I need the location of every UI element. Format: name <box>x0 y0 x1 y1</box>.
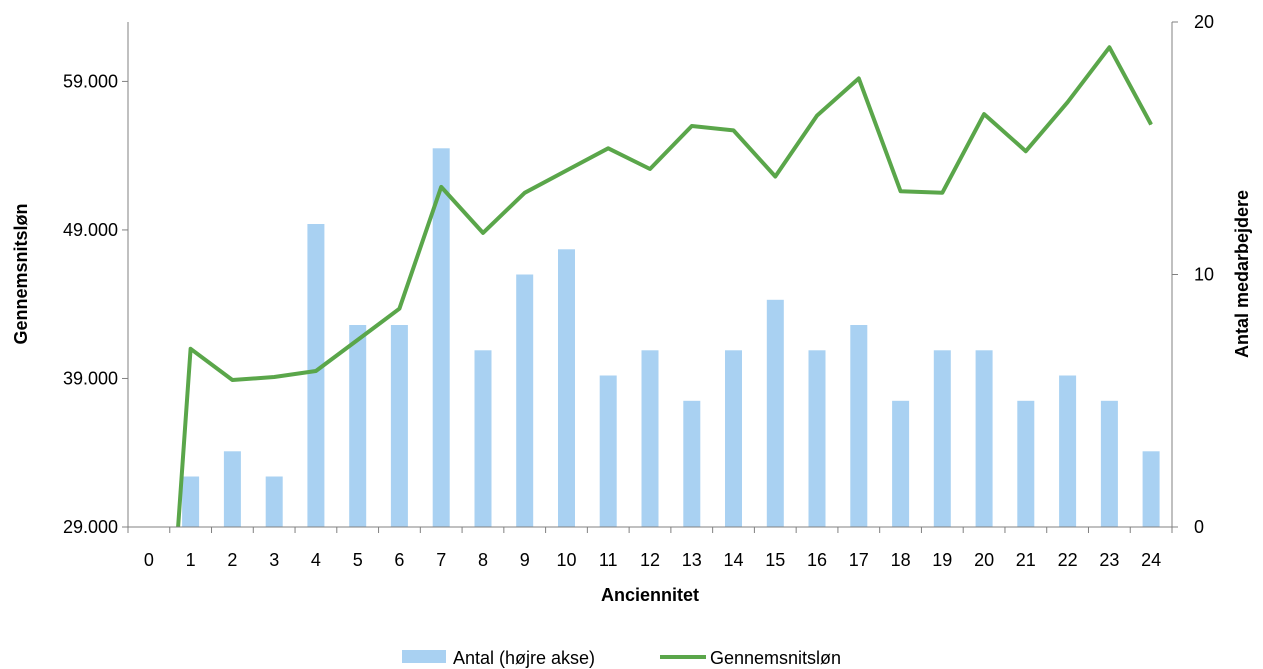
x-tick-label: 1 <box>186 550 196 570</box>
right-tick-label: 0 <box>1194 517 1204 537</box>
axes <box>122 21 1178 533</box>
line-point <box>816 115 818 117</box>
left-tick-label: 29.000 <box>63 517 118 537</box>
bar-24 <box>1142 451 1160 528</box>
bar-10 <box>558 249 575 528</box>
line-point <box>858 77 860 79</box>
line-point <box>900 190 902 192</box>
line-point <box>357 339 359 341</box>
x-tick-label: 5 <box>353 550 363 570</box>
line-point <box>1025 150 1027 152</box>
x-axis-title: Anciennitet <box>601 585 699 605</box>
legend-bar-label: Antal (højre akse) <box>453 648 595 668</box>
x-tick-label: 9 <box>520 550 530 570</box>
x-tick-labels: 0 1 2 3 4 5 6 7 8 9 10 11 12 13 14 15 16 17 18 19 20 21 22 23 24 <box>144 550 1161 570</box>
bar-22 <box>1059 375 1077 527</box>
bar-15 <box>766 299 784 528</box>
line-series <box>176 45 1153 528</box>
x-tick-label: 8 <box>478 550 488 570</box>
line-point <box>440 186 442 188</box>
x-tick-label: 2 <box>227 550 237 570</box>
bar-5 <box>349 325 367 527</box>
bar-7 <box>432 148 450 528</box>
left-axis-title: Gennemsnitsløn <box>11 203 31 344</box>
bar-14 <box>725 350 742 528</box>
line-point <box>649 168 651 170</box>
legend-bar-swatch <box>402 650 446 663</box>
bar-9 <box>516 274 534 527</box>
bar-11 <box>599 375 617 527</box>
right-axis-title: Antal medarbejdere <box>1232 190 1252 358</box>
line-point <box>691 125 693 127</box>
bar-8 <box>474 350 492 528</box>
x-tick-label: 17 <box>849 550 869 570</box>
x-tick-label: 16 <box>807 550 827 570</box>
bar-6 <box>390 325 408 527</box>
bar-19 <box>933 350 951 528</box>
line-point <box>774 176 776 177</box>
bar-23 <box>1100 400 1118 528</box>
x-tick-label: 3 <box>269 550 279 570</box>
x-tick-label: 7 <box>436 550 446 570</box>
legend-line-label: Gennemsnitsløn <box>710 648 841 668</box>
line-point <box>607 147 609 149</box>
line-point <box>398 308 400 310</box>
line-point <box>524 192 526 194</box>
line-point <box>1067 101 1069 103</box>
bar-12 <box>641 350 659 528</box>
x-tick-label: 22 <box>1058 550 1078 570</box>
x-tick-label: 20 <box>974 550 994 570</box>
line-point <box>566 170 567 171</box>
x-tick-label: 11 <box>599 550 618 570</box>
x-tick-label: 15 <box>765 550 785 570</box>
line-point <box>315 370 317 372</box>
x-tick-label: 14 <box>723 550 743 570</box>
line-point <box>1108 46 1110 48</box>
left-tick-labels: 29.000 39.000 49.000 59.000 <box>63 71 118 537</box>
x-tick-label: 10 <box>556 550 576 570</box>
x-tick-label: 13 <box>682 550 702 570</box>
x-tick-label: 21 <box>1016 550 1036 570</box>
line-point <box>733 129 734 131</box>
x-tick-label: 4 <box>311 550 321 570</box>
bar-3 <box>265 476 283 527</box>
bar-series <box>182 148 1160 528</box>
x-tick-label: 23 <box>1099 550 1119 570</box>
left-tick-label: 59.000 <box>63 71 118 91</box>
x-tick-label: 0 <box>144 550 154 570</box>
line-point <box>482 232 484 234</box>
bar-21 <box>1017 400 1035 528</box>
bar-17 <box>850 325 868 527</box>
line-point <box>273 376 275 378</box>
x-tick-label: 19 <box>932 550 952 570</box>
line-point <box>231 379 233 381</box>
line-point <box>190 348 192 350</box>
line-point <box>983 113 985 115</box>
bar-4 <box>307 224 325 527</box>
left-tick-label: 49.000 <box>63 220 118 240</box>
x-tick-label: 12 <box>640 550 660 570</box>
x-tick-label: 6 <box>394 550 404 570</box>
line-point <box>941 192 943 194</box>
right-tick-label: 10 <box>1194 265 1214 285</box>
bar-20 <box>975 350 993 528</box>
bar-18 <box>892 400 910 528</box>
bar-1 <box>182 476 200 527</box>
left-tick-label: 39.000 <box>63 368 118 388</box>
bar-13 <box>683 400 701 528</box>
legend: Antal (højre akse) Gennemsnitsløn <box>402 648 841 668</box>
bar-2 <box>223 451 241 528</box>
right-tick-label: 20 <box>1194 12 1214 32</box>
x-tick-label: 24 <box>1141 550 1161 570</box>
x-tick-label: 18 <box>891 550 911 570</box>
bar-16 <box>808 350 826 528</box>
line-point <box>1150 124 1152 125</box>
right-tick-labels: 0 10 20 <box>1194 12 1214 537</box>
